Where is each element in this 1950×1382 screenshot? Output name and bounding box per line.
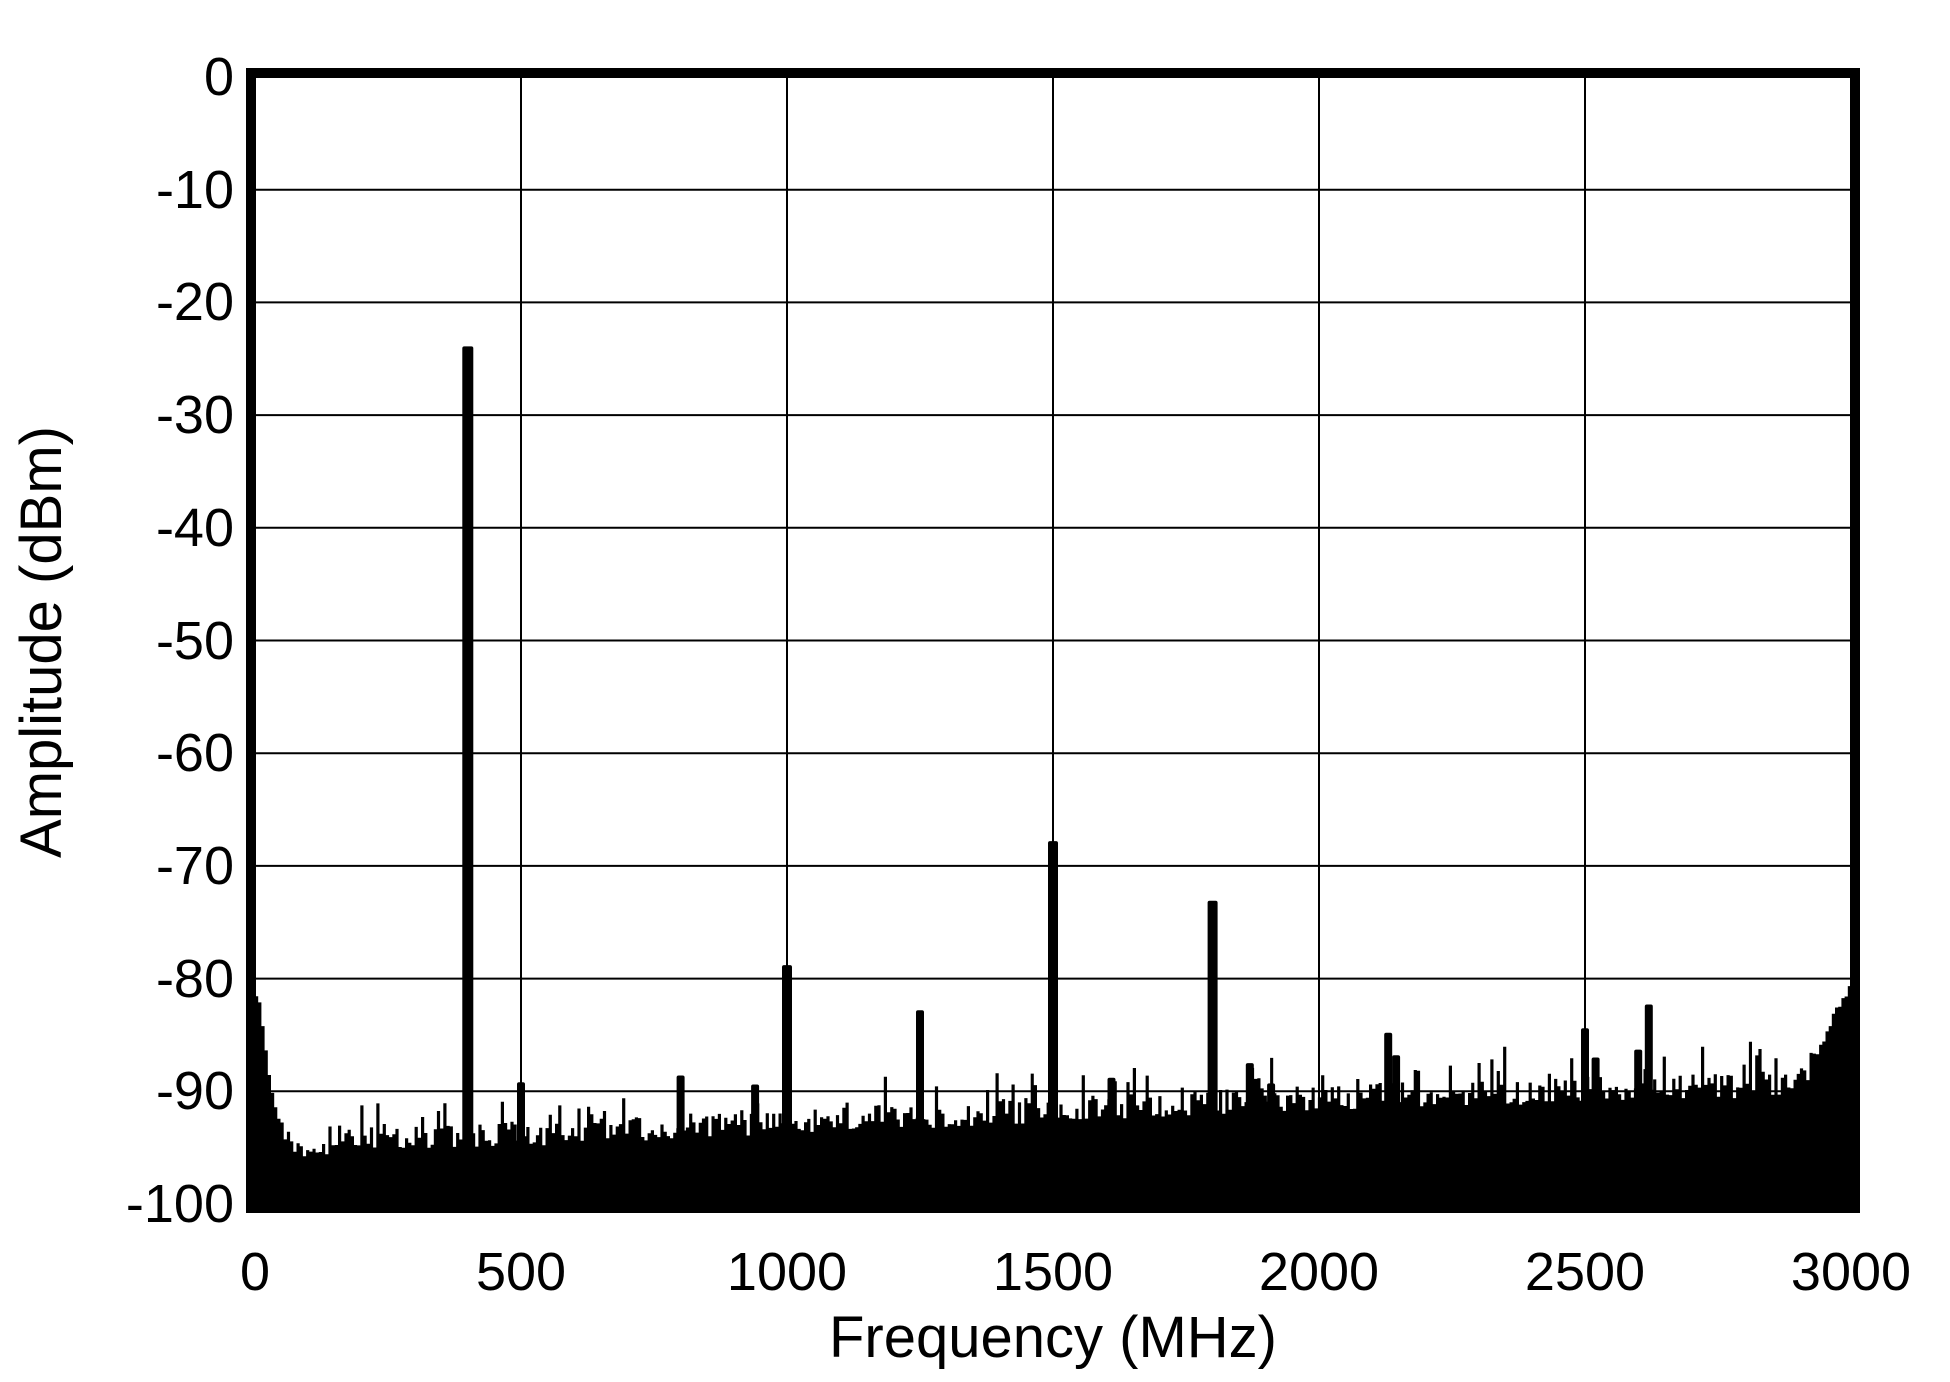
x-tick-label: 500 xyxy=(475,1242,567,1302)
y-tick-label: -50 xyxy=(155,610,234,671)
y-tick-label: -100 xyxy=(125,1174,234,1234)
spectral-peak xyxy=(1245,1063,1254,1204)
spectral-peak xyxy=(1207,900,1218,1204)
y-tick-label: -60 xyxy=(155,723,234,784)
noise-floor-area xyxy=(255,986,1851,1204)
spectral-peak xyxy=(462,346,474,1204)
y-tick-label: -20 xyxy=(155,272,234,333)
x-tick-label: 1000 xyxy=(726,1242,848,1302)
spectral-peak xyxy=(1107,1077,1116,1204)
y-tick-label: -40 xyxy=(155,497,234,558)
spectral-peak xyxy=(1048,841,1058,1204)
spectral-peak xyxy=(1634,1049,1643,1204)
y-tick-label: 0 xyxy=(203,47,234,107)
spectral-peak xyxy=(751,1084,760,1204)
spectral-peak xyxy=(1392,1055,1401,1204)
spectral-peak xyxy=(517,1082,525,1204)
x-tick-label: 2500 xyxy=(1524,1242,1646,1302)
spectral-peak xyxy=(1267,1083,1276,1204)
spectral-peak xyxy=(1644,1004,1653,1204)
x-axis-title: Frequency (MHz) xyxy=(829,1305,1277,1370)
spectral-peak xyxy=(676,1075,685,1204)
spectral-peak xyxy=(1581,1028,1589,1204)
y-tick-label: -70 xyxy=(155,835,234,896)
y-tick-label: -80 xyxy=(155,948,234,1009)
x-tick-label: 3000 xyxy=(1790,1242,1912,1302)
x-tick-label: 1500 xyxy=(992,1242,1114,1302)
spectral-peak xyxy=(1591,1057,1600,1204)
y-tick-label: -10 xyxy=(155,159,234,220)
axes-border xyxy=(246,68,1860,1213)
spectral-peak xyxy=(916,1010,924,1204)
x-tick-label: 0 xyxy=(239,1242,271,1302)
x-tick-label: 2000 xyxy=(1258,1242,1380,1302)
spectral-peak xyxy=(1384,1032,1393,1204)
y-tick-label: -90 xyxy=(155,1061,234,1122)
spectral-peak xyxy=(782,965,792,1204)
y-tick-label: -30 xyxy=(155,385,234,446)
